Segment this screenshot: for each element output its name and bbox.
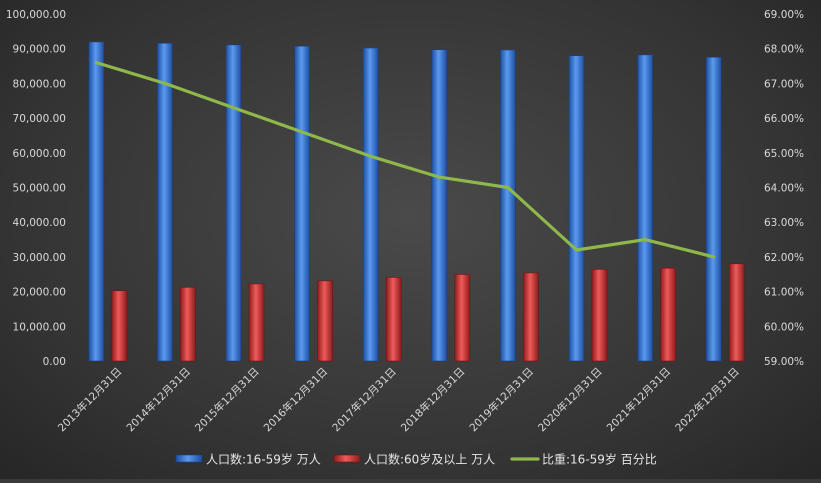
bar-16-59 — [362, 47, 379, 362]
bar-16-59 — [157, 42, 173, 362]
left-axis-tick: 20,000.00 — [13, 287, 66, 299]
legend: 人口数:16-59岁 万人 人口数:60岁及以上 万人 比重:16-59岁 百分比 — [175, 452, 657, 467]
x-axis-tick: 2015年12月31日 — [192, 365, 261, 434]
bar-60-plus — [728, 263, 745, 362]
right-axis-tick: 66.00% — [764, 113, 804, 125]
right-axis-tick: 67.00% — [764, 78, 804, 90]
bar-60-plus — [385, 277, 402, 362]
bar-60-plus — [180, 286, 196, 362]
legend-label: 人口数:60岁及以上 万人 — [364, 452, 495, 467]
bar-60-plus — [248, 283, 265, 362]
left-axis-tick: 70,000.00 — [13, 113, 66, 125]
x-axis-tick: 2019年12月31日 — [467, 365, 536, 434]
bar-16-59 — [88, 41, 105, 362]
bar-60-plus — [111, 290, 128, 362]
x-axis-tick: 2022年12月31日 — [673, 365, 742, 434]
right-axis-tick: 59.00% — [764, 356, 804, 368]
right-axis-tick: 62.00% — [764, 252, 804, 264]
bar-16-59 — [705, 56, 722, 362]
left-axis-tick: 50,000.00 — [13, 183, 66, 195]
legend-swatch — [175, 454, 203, 463]
right-axis-tick-labels: 59.00% 60.00% 61.00% 62.00% 63.00% 64.00% 65.0… — [764, 9, 804, 368]
bar-16-59 — [294, 45, 310, 362]
left-axis-tick: 90,000.00 — [13, 44, 66, 56]
left-axis-tick: 80,000.00 — [13, 78, 66, 90]
bar-60-plus — [454, 274, 471, 362]
bar-60-plus — [591, 269, 608, 362]
x-axis-tick: 2013年12月31日 — [55, 365, 124, 434]
right-axis-tick: 68.00% — [764, 44, 804, 56]
left-axis-tick: 0.00 — [43, 356, 66, 368]
left-axis-tick: 40,000.00 — [13, 217, 66, 229]
bar-60-plus — [317, 280, 333, 362]
left-axis-tick: 100,000.00 — [6, 9, 66, 21]
bar-16-59 — [431, 49, 448, 362]
line-ratio-16-59 — [94, 60, 716, 259]
bar-16-59 — [225, 44, 242, 362]
bar-16-59 — [568, 55, 585, 362]
x-axis-tick: 2017年12月31日 — [330, 365, 399, 434]
right-axis-tick: 63.00% — [764, 217, 804, 229]
left-axis-tick: 30,000.00 — [13, 252, 66, 264]
bars-layer — [88, 41, 745, 362]
x-axis-tick: 2016年12月31日 — [261, 365, 330, 434]
legend-label: 比重:16-59岁 百分比 — [542, 452, 657, 467]
bar-60-plus — [660, 267, 676, 362]
legend-swatch — [333, 454, 361, 463]
bar-16-59 — [500, 49, 516, 362]
x-axis-tick-labels: 2013年12月31日 2014年12月31日 2015年12月31日 2016年12… — [55, 365, 742, 434]
left-axis-tick: 60,000.00 — [13, 148, 66, 160]
line-layer — [94, 60, 716, 259]
bar-60-plus — [523, 272, 539, 362]
left-axis-tick: 10,000.00 — [13, 321, 66, 333]
legend-label: 人口数:16-59岁 万人 — [206, 452, 321, 467]
x-axis-tick: 2020年12月31日 — [535, 365, 604, 434]
left-axis-tick-labels: 0.00 10,000.00 20,000.00 30,000.00 40,000.00… — [6, 9, 66, 368]
right-axis-tick: 69.00% — [764, 9, 804, 21]
x-axis-tick: 2018年12月31日 — [398, 365, 467, 434]
x-axis-tick: 2014年12月31日 — [124, 365, 193, 434]
right-axis-tick: 65.00% — [764, 148, 804, 160]
right-axis-tick: 60.00% — [764, 321, 804, 333]
right-axis-tick: 64.00% — [764, 183, 804, 195]
right-axis-tick: 61.00% — [764, 287, 804, 299]
bar-16-59 — [637, 54, 653, 362]
x-axis-tick: 2021年12月31日 — [604, 365, 673, 434]
